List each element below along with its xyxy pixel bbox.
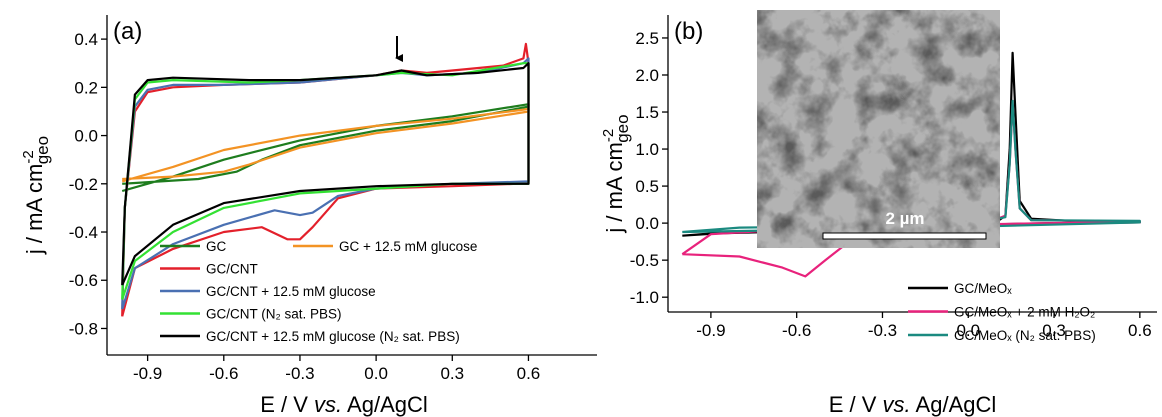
x-axis-label: E / V vs. Ag/AgCl xyxy=(829,392,997,417)
x-tick-label: -0.6 xyxy=(782,321,811,340)
data-line xyxy=(121,62,530,286)
legend-label: GC/CNT (N₂ sat. PBS) xyxy=(206,307,342,322)
y-tick-label: 0.0 xyxy=(635,214,659,233)
data-line xyxy=(121,62,530,300)
y-axis-label-text: j / mA cm xyxy=(22,164,47,255)
y-tick-label: 0.4 xyxy=(74,30,98,49)
y-tick-label: 0.5 xyxy=(635,177,659,196)
x-tick-label: 0.0 xyxy=(364,364,388,383)
x-tick-label: -0.9 xyxy=(133,364,162,383)
y-tick-label: 2.5 xyxy=(635,29,659,48)
legend-label: GC/CNT + 12.5 mM glucose xyxy=(206,284,376,299)
y-tick-label: 2.0 xyxy=(635,66,659,85)
y-axis-label-sup: -2 xyxy=(600,129,617,142)
x-tick-label: 0.6 xyxy=(1128,321,1152,340)
y-axis-label-sub: geo xyxy=(613,114,632,142)
scale-bar-label: 2 µm xyxy=(885,209,924,228)
panel-label: (b) xyxy=(674,18,703,45)
x-axis-label-part: vs. xyxy=(883,392,911,417)
y-tick-label: 1.5 xyxy=(635,103,659,122)
sem-texture xyxy=(757,10,1000,248)
y-axis-label: j / mA cm-2geo xyxy=(20,136,52,255)
y-tick-label: 0.2 xyxy=(74,78,98,97)
legend-label: GC + 12.5 mM glucose xyxy=(339,239,477,254)
data-line xyxy=(121,42,530,317)
x-axis-label: E / V vs. Ag/AgCl xyxy=(260,392,428,417)
x-tick-label: 0.0 xyxy=(956,321,980,340)
x-axis-label-part: Ag/AgCl xyxy=(911,392,997,417)
y-tick-label: -0.6 xyxy=(69,271,98,290)
scale-bar xyxy=(822,232,987,240)
y-tick-label: -1.0 xyxy=(630,288,659,307)
legend-label: GC xyxy=(206,239,227,254)
x-axis-label-part: vs. xyxy=(314,392,342,417)
x-tick-label: -0.9 xyxy=(696,321,725,340)
y-tick-label: 0.0 xyxy=(74,127,98,146)
x-tick-label: 0.6 xyxy=(517,364,541,383)
x-tick-label: 0.3 xyxy=(1042,321,1066,340)
x-tick-label: -0.6 xyxy=(209,364,238,383)
x-tick-label: -0.3 xyxy=(285,364,314,383)
x-tick-label: 0.3 xyxy=(440,364,464,383)
x-axis-label-part: Ag/AgCl xyxy=(342,392,428,417)
y-tick-label: -0.8 xyxy=(69,319,98,338)
legend-label: GC/CNT xyxy=(206,262,258,277)
y-tick-label: 1.0 xyxy=(635,140,659,159)
data-line xyxy=(121,107,530,183)
y-axis-label: j / mA cm-2geo xyxy=(600,114,632,233)
legend-label: GC/MeOₓ xyxy=(954,281,1012,296)
legend-label: GC/MeOₓ (N₂ sat. PBS) xyxy=(954,328,1096,343)
data-line xyxy=(121,57,530,310)
y-tick-label: -0.5 xyxy=(630,251,659,270)
legend-label: GC/MeOₓ + 2 mM H₂O₂ xyxy=(954,305,1095,320)
y-tick-label: -0.4 xyxy=(69,223,98,242)
sem-inset: 2 µm xyxy=(757,10,1000,248)
y-axis-label-sub: geo xyxy=(33,136,52,164)
x-axis-label-part: E / V xyxy=(829,392,883,417)
y-axis-label-text: j / mA cm xyxy=(602,142,627,233)
x-axis-label-part: E / V xyxy=(260,392,314,417)
y-axis-label-sup: -2 xyxy=(20,150,37,163)
x-tick-label: -0.3 xyxy=(868,321,897,340)
y-tick-label: -0.2 xyxy=(69,175,98,194)
legend-label: GC/CNT + 12.5 mM glucose (N₂ sat. PBS) xyxy=(206,329,460,344)
panel-label: (a) xyxy=(113,18,142,45)
